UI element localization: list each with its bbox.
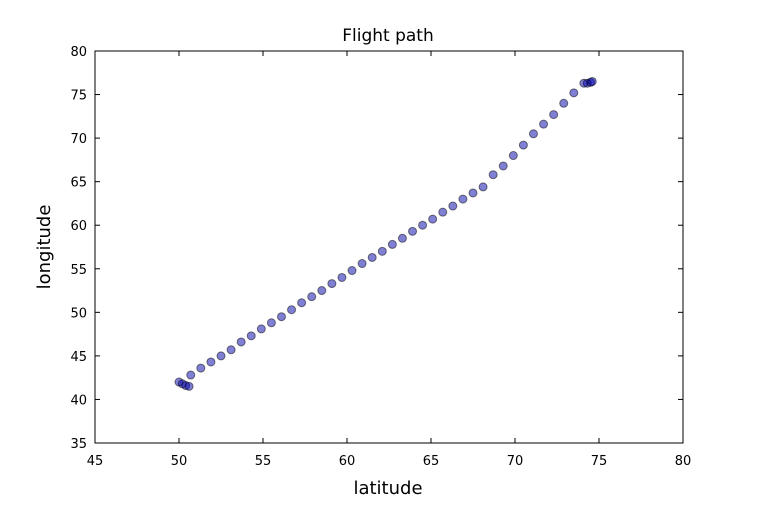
data-point (387, 239, 397, 249)
data-point (184, 381, 194, 391)
chart-title: Flight path (342, 26, 434, 46)
data-point (367, 252, 377, 262)
plot-area-frame (94, 50, 684, 444)
data-point (438, 207, 448, 217)
data-point (236, 337, 246, 347)
data-point (287, 305, 297, 315)
data-point (327, 279, 337, 289)
y-tick-label: 40 (70, 393, 87, 408)
data-point (448, 201, 458, 211)
x-axis-ticks: 45 50 55 60 65 70 75 80 (87, 51, 692, 469)
data-point (317, 286, 327, 296)
data-point (297, 298, 307, 308)
data-point (337, 272, 347, 282)
data-point (186, 370, 196, 380)
data-point (559, 98, 569, 108)
y-tick-label: 50 (70, 306, 87, 321)
data-point (428, 214, 438, 224)
data-point (458, 194, 468, 204)
data-point (587, 76, 597, 86)
data-points (174, 76, 597, 391)
x-tick-label: 45 (87, 454, 104, 469)
data-point (539, 119, 549, 129)
y-axis-label: longitude (34, 205, 55, 290)
x-tick-label: 70 (507, 454, 524, 469)
y-tick-label: 55 (70, 263, 87, 278)
data-point (468, 188, 478, 198)
data-point (377, 246, 387, 256)
data-point (397, 233, 407, 243)
x-tick-label: 80 (675, 454, 692, 469)
data-point (246, 331, 256, 341)
x-axis-label: latitude (353, 478, 422, 499)
x-tick-label: 55 (255, 454, 272, 469)
y-tick-label: 70 (70, 132, 87, 147)
data-point (357, 259, 367, 269)
data-point (408, 226, 418, 236)
data-point (549, 110, 559, 120)
x-tick-label: 50 (171, 454, 188, 469)
data-point (498, 161, 508, 171)
data-point (216, 351, 226, 361)
y-tick-label: 65 (70, 176, 87, 191)
data-point (307, 292, 317, 302)
x-tick-label: 65 (423, 454, 440, 469)
data-point (206, 357, 216, 367)
data-point (569, 88, 579, 98)
x-tick-label: 75 (591, 454, 608, 469)
y-tick-label: 35 (70, 437, 87, 452)
data-point (256, 324, 266, 334)
data-point (347, 266, 357, 276)
data-point (196, 363, 206, 373)
y-tick-label: 80 (70, 45, 87, 60)
data-point (266, 318, 276, 328)
y-axis-ticks: 35 40 45 50 55 60 65 70 75 80 (70, 45, 683, 452)
data-point (276, 312, 286, 322)
y-tick-label: 60 (70, 219, 87, 234)
x-tick-label: 60 (339, 454, 356, 469)
y-tick-label: 45 (70, 350, 87, 365)
y-tick-label: 75 (70, 89, 87, 104)
data-point (508, 151, 518, 161)
data-point (226, 345, 236, 355)
data-point (418, 220, 428, 230)
data-point (518, 140, 528, 150)
data-point (488, 170, 498, 180)
data-point (528, 129, 538, 139)
data-point (478, 182, 488, 192)
